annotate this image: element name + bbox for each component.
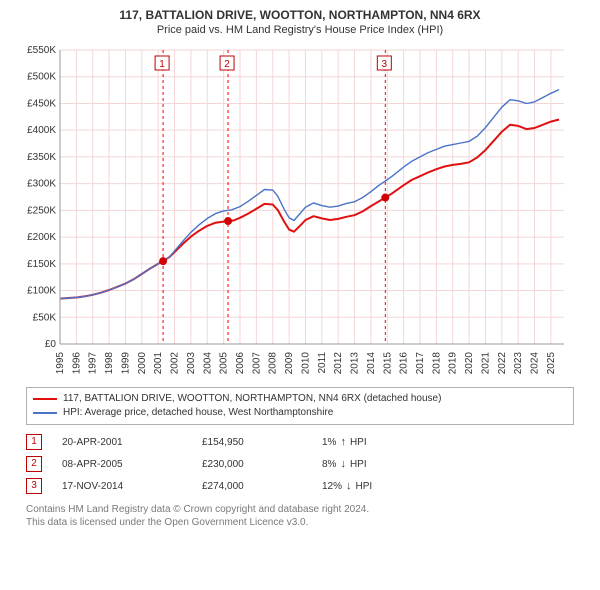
sale-pct-1: 1% [322, 437, 336, 448]
sale-pct-3: 12% [322, 481, 342, 492]
svg-text:2003: 2003 [186, 352, 197, 374]
svg-text:£150K: £150K [27, 259, 56, 270]
sale-hpi-3: 12% ↓ HPI [322, 480, 462, 492]
svg-text:2001: 2001 [153, 352, 164, 374]
svg-text:2013: 2013 [350, 352, 361, 374]
svg-text:2012: 2012 [333, 352, 344, 374]
legend-swatch-hpi [33, 412, 57, 414]
svg-text:3: 3 [382, 59, 388, 70]
sale-date-2: 08-APR-2005 [62, 459, 202, 470]
arrow-up-icon: ↑ [340, 436, 346, 448]
svg-text:2017: 2017 [415, 352, 426, 374]
svg-text:1998: 1998 [104, 352, 115, 374]
legend: 117, BATTALION DRIVE, WOOTTON, NORTHAMPT… [26, 387, 574, 425]
svg-text:2: 2 [224, 59, 230, 70]
sale-hpi-label-2: HPI [350, 459, 367, 470]
attribution-footer: Contains HM Land Registry data © Crown c… [26, 503, 574, 529]
footer-line-2: This data is licensed under the Open Gov… [26, 516, 574, 529]
sale-price-2: £230,000 [202, 459, 322, 470]
svg-text:2019: 2019 [448, 352, 459, 374]
svg-text:2010: 2010 [300, 352, 311, 374]
svg-text:2011: 2011 [317, 352, 328, 374]
footer-line-1: Contains HM Land Registry data © Crown c… [26, 503, 574, 516]
svg-text:£300K: £300K [27, 179, 56, 190]
svg-text:2002: 2002 [170, 352, 181, 374]
svg-text:2009: 2009 [284, 352, 295, 374]
svg-text:2024: 2024 [530, 352, 541, 374]
chart-title-line2: Price paid vs. HM Land Registry's House … [10, 24, 590, 36]
svg-text:1996: 1996 [71, 352, 82, 374]
svg-text:£500K: £500K [27, 72, 56, 83]
chart-area: 1 2 3 £0 £50K £100K £150K £200K £250K £300K £350K £… [14, 44, 590, 377]
svg-text:2023: 2023 [513, 352, 524, 374]
svg-text:£550K: £550K [27, 45, 56, 56]
sales-table: 1 20-APR-2001 £154,950 1% ↑ HPI 2 08-APR… [26, 431, 574, 497]
svg-text:1: 1 [159, 59, 165, 70]
svg-text:£350K: £350K [27, 152, 56, 163]
sale-date-3: 17-NOV-2014 [62, 481, 202, 492]
svg-text:£450K: £450K [27, 98, 56, 109]
svg-text:2025: 2025 [546, 352, 557, 374]
chart-container: 117, BATTALION DRIVE, WOOTTON, NORTHAMPT… [0, 0, 600, 590]
line-chart: 1 2 3 £0 £50K £100K £150K £200K £250K £300K £350K £… [14, 44, 574, 374]
svg-text:2022: 2022 [497, 352, 508, 374]
sale-hpi-label-3: HPI [356, 481, 373, 492]
svg-text:2005: 2005 [219, 352, 230, 374]
sale-hpi-2: 8% ↓ HPI [322, 458, 462, 470]
sale-hpi-1: 1% ↑ HPI [322, 436, 462, 448]
sale-pct-2: 8% [322, 459, 336, 470]
legend-item-hpi: HPI: Average price, detached house, West… [33, 406, 567, 420]
svg-text:2015: 2015 [382, 352, 393, 374]
svg-text:2006: 2006 [235, 352, 246, 374]
sale-date-1: 20-APR-2001 [62, 437, 202, 448]
svg-text:2020: 2020 [464, 352, 475, 374]
svg-text:1997: 1997 [88, 352, 99, 374]
svg-text:£0: £0 [45, 339, 57, 350]
svg-text:£400K: £400K [27, 125, 56, 136]
svg-text:2007: 2007 [251, 352, 262, 374]
sale-price-3: £274,000 [202, 481, 322, 492]
sale-row-3: 3 17-NOV-2014 £274,000 12% ↓ HPI [26, 475, 574, 497]
svg-text:£250K: £250K [27, 205, 56, 216]
sale-badge-3: 3 [26, 478, 42, 494]
sale-badge-2: 2 [26, 456, 42, 472]
svg-text:£100K: £100K [27, 286, 56, 297]
svg-text:2018: 2018 [431, 352, 442, 374]
svg-text:2014: 2014 [366, 352, 377, 374]
svg-text:£50K: £50K [33, 312, 57, 323]
sale-hpi-label-1: HPI [350, 437, 367, 448]
svg-text:2004: 2004 [202, 352, 213, 374]
arrow-down-icon: ↓ [346, 480, 352, 492]
svg-text:2008: 2008 [268, 352, 279, 374]
legend-label-hpi: HPI: Average price, detached house, West… [63, 406, 333, 420]
svg-text:1999: 1999 [120, 352, 131, 374]
arrow-down-icon: ↓ [340, 458, 346, 470]
legend-item-property: 117, BATTALION DRIVE, WOOTTON, NORTHAMPT… [33, 392, 567, 406]
sale-badge-1: 1 [26, 434, 42, 450]
svg-text:2016: 2016 [399, 352, 410, 374]
svg-text:2000: 2000 [137, 352, 148, 374]
sale-row-2: 2 08-APR-2005 £230,000 8% ↓ HPI [26, 453, 574, 475]
svg-text:1995: 1995 [55, 352, 66, 374]
chart-title-line1: 117, BATTALION DRIVE, WOOTTON, NORTHAMPT… [10, 8, 590, 22]
svg-text:2021: 2021 [480, 352, 491, 374]
sale-price-1: £154,950 [202, 437, 322, 448]
legend-swatch-property [33, 398, 57, 400]
titles: 117, BATTALION DRIVE, WOOTTON, NORTHAMPT… [10, 8, 590, 36]
svg-text:£200K: £200K [27, 232, 56, 243]
sale-row-1: 1 20-APR-2001 £154,950 1% ↑ HPI [26, 431, 574, 453]
legend-label-property: 117, BATTALION DRIVE, WOOTTON, NORTHAMPT… [63, 392, 441, 406]
